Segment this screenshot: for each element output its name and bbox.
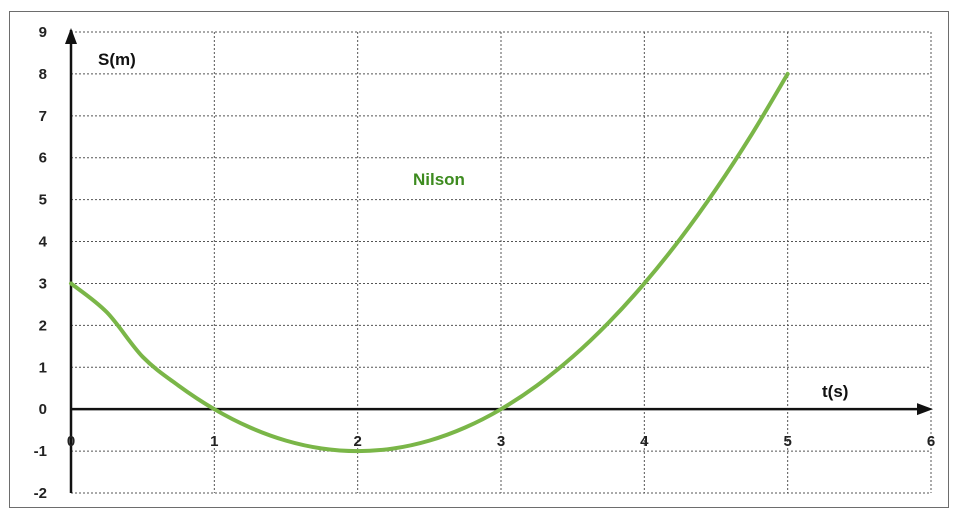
y-tick-label: 8 [39, 66, 47, 83]
y-axis-label: S(m) [98, 50, 136, 69]
x-tick-label: 2 [353, 433, 361, 450]
y-tick-label: 9 [39, 24, 47, 41]
x-tick-label: 1 [210, 433, 218, 450]
x-tick-label: 4 [640, 433, 649, 450]
x-axis-arrow [917, 403, 933, 416]
axes [65, 28, 933, 493]
chart-frame [9, 11, 949, 508]
y-tick-label: 7 [39, 108, 47, 125]
y-tick-label: 2 [39, 317, 47, 334]
x-tick-label: 6 [927, 433, 935, 450]
x-tick-label: 0 [67, 433, 75, 450]
series-line-nilson [69, 71, 790, 454]
grid-lines [71, 31, 932, 494]
y-tick-label: 0 [39, 401, 47, 418]
y-tick-label: -2 [34, 485, 47, 502]
series-annotation: Nilson [413, 170, 465, 189]
y-tick-label: 6 [39, 150, 47, 167]
x-tick-label: 3 [497, 433, 505, 450]
y-tick-label: 3 [39, 275, 47, 292]
y-tick-label: 5 [39, 192, 47, 209]
y-tick-label: -1 [34, 443, 47, 460]
x-tick-label: 5 [783, 433, 791, 450]
y-tick-label: 1 [39, 359, 47, 376]
y-tick-label: 4 [39, 234, 48, 251]
y-axis-arrow [65, 28, 77, 44]
x-axis-label: t(s) [822, 382, 848, 401]
tick-labels: -2 -1 0 1 2 3 4 5 6 7 8 9 0 1 2 3 4 5 6 [34, 24, 936, 502]
series-group [69, 71, 790, 454]
